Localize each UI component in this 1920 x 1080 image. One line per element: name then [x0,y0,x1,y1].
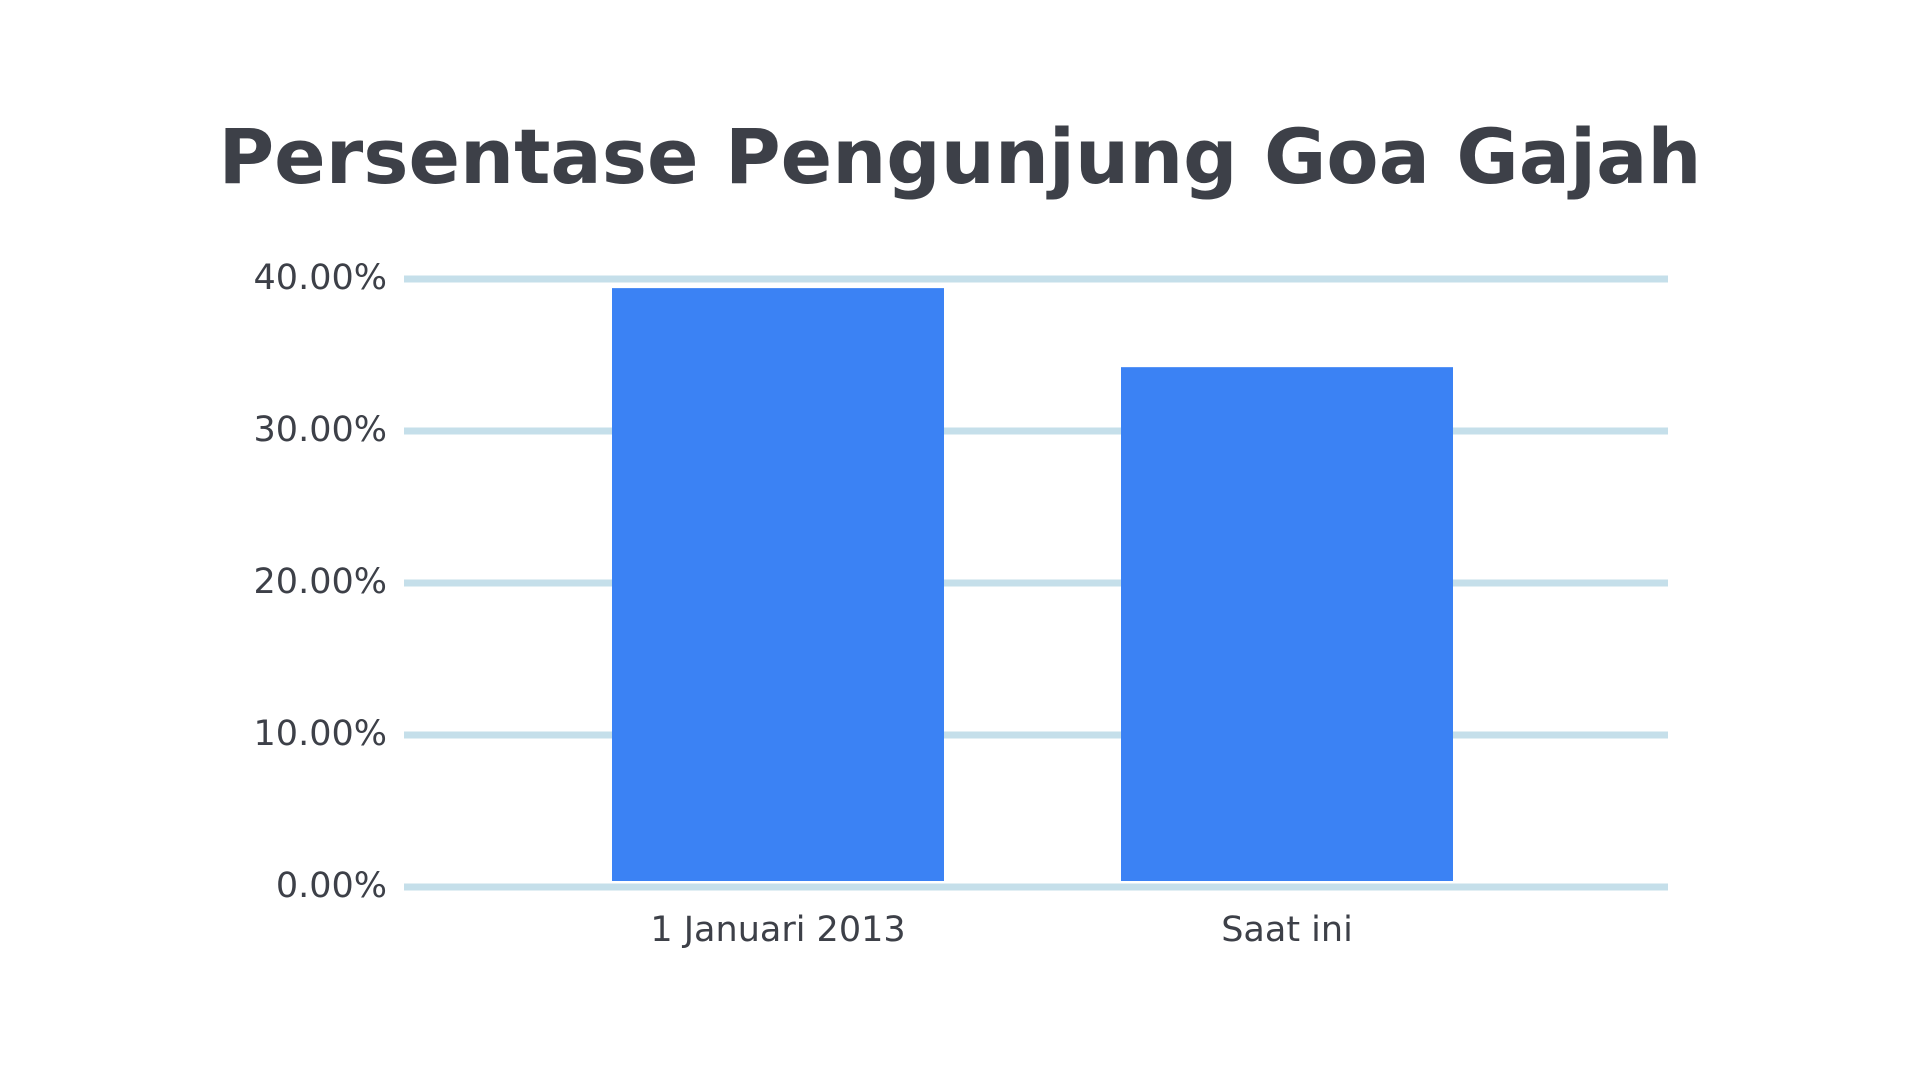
bar [612,288,944,881]
chart-title: Persentase Pengunjung Goa Gajah [218,112,1701,201]
x-tick-label: 1 Januari 2013 [650,910,905,950]
y-tick-label: 20.00% [254,562,387,602]
y-tick-label: 30.00% [254,410,387,450]
x-tick-label: Saat ini [1221,910,1353,950]
y-tick-label: 40.00% [254,258,387,298]
y-tick-label: 0.00% [276,866,387,906]
y-tick-label: 10.00% [254,714,387,754]
bar [1121,367,1453,881]
